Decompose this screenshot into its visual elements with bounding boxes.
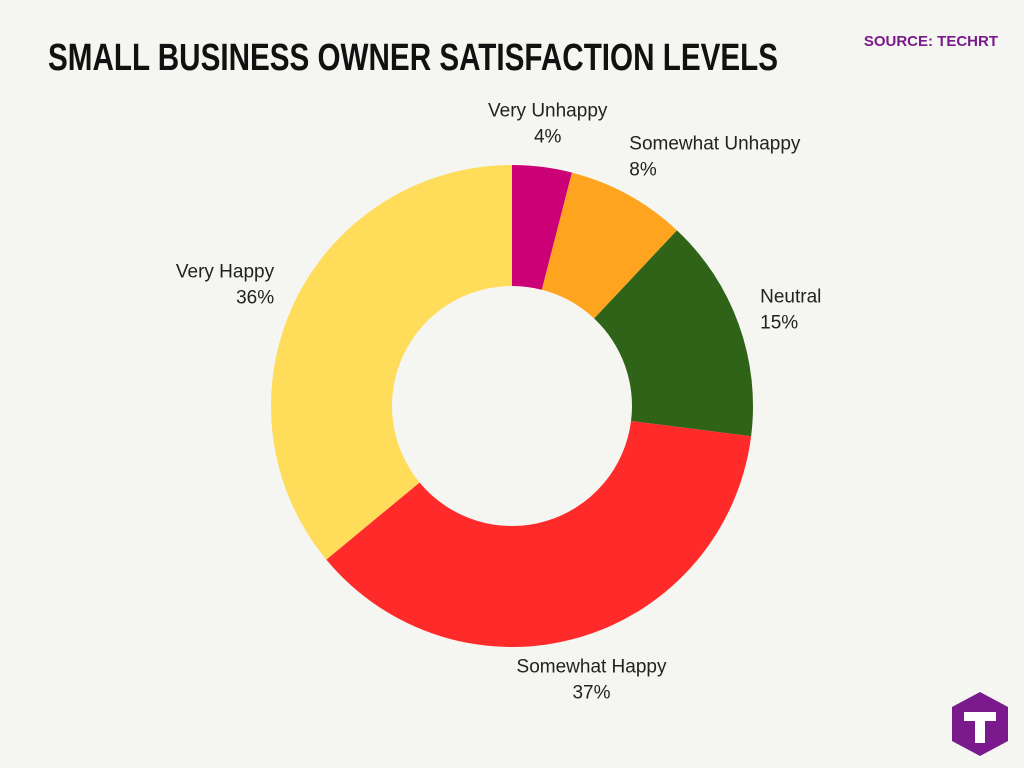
slice-value-label: 4% <box>534 126 562 147</box>
donut-slice <box>270 165 512 560</box>
slice-label: Very Unhappy <box>488 100 608 121</box>
chart-title: SMALL BUSINESS OWNER SATISFACTION LEVELS <box>48 37 778 79</box>
source: SOURCE: TECHRT <box>864 33 998 50</box>
slice-value-label: 8% <box>629 159 657 180</box>
slice-value-label: 37% <box>572 683 610 704</box>
slice-label: Neutral <box>760 286 821 307</box>
slice-label: Very Happy <box>176 262 275 283</box>
slice-label: Somewhat Unhappy <box>629 133 801 154</box>
slice-value-label: 36% <box>236 288 274 309</box>
slice-label: Somewhat Happy <box>517 657 667 678</box>
logo-letter <box>964 712 996 743</box>
slice-value-label: 15% <box>760 312 798 333</box>
donut-slice <box>594 230 754 437</box>
donut-slice <box>326 421 752 647</box>
donut-slice <box>512 165 572 290</box>
donut-slice <box>541 172 677 319</box>
logo <box>952 692 1008 756</box>
